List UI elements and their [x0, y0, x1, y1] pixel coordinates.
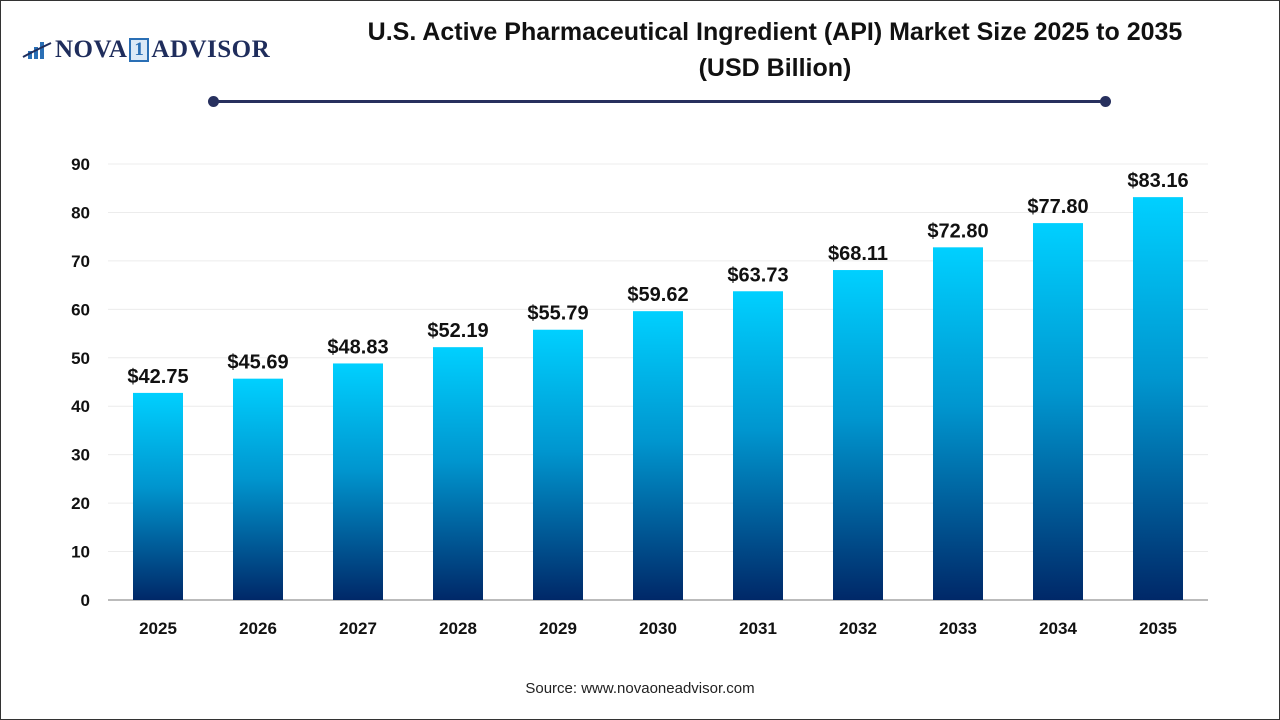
chart-title-line2: (USD Billion): [698, 54, 852, 82]
data-label-2028: $52.19: [427, 320, 488, 342]
data-label-2031: $63.73: [727, 264, 788, 286]
title-rule-dot-right: [1100, 96, 1111, 107]
x-tick-label: 2028: [439, 619, 477, 638]
x-tick-label: 2034: [1039, 619, 1077, 638]
x-tick-label: 2032: [839, 619, 877, 638]
data-label-2034: $77.80: [1027, 196, 1088, 218]
bar-2033: [933, 247, 983, 600]
bar-2029: [533, 329, 583, 600]
data-label-2027: $48.83: [327, 336, 388, 358]
chart-title: U.S. Active Pharmaceutical Ingredient (A…: [270, 14, 1280, 86]
data-label-2025: $42.75: [127, 366, 188, 388]
data-label-2029: $55.79: [527, 303, 588, 325]
data-label-2032: $68.11: [828, 243, 888, 265]
bar-2031: [733, 291, 783, 600]
y-tick-label: 90: [71, 155, 90, 174]
x-tick-label: 2030: [639, 619, 677, 638]
data-label-2033: $72.80: [927, 220, 988, 242]
bar-2027: [333, 363, 383, 600]
y-tick-label: 10: [71, 543, 90, 562]
chart-title-line1: U.S. Active Pharmaceutical Ingredient (A…: [367, 18, 1183, 46]
logo: NOVA 1 ADVISOR: [22, 36, 270, 64]
bar-2034: [1033, 223, 1083, 600]
bar-2030: [633, 311, 683, 600]
x-tick-label: 2026: [239, 619, 277, 638]
title-rule: [213, 100, 1106, 103]
y-tick-label: 20: [71, 494, 90, 513]
x-tick-label: 2033: [939, 619, 977, 638]
source-note: Source: www.novaoneadvisor.com: [525, 680, 755, 697]
bar-2032: [833, 270, 883, 600]
y-tick-label: 60: [71, 300, 90, 319]
y-tick-label: 30: [71, 446, 90, 465]
y-tick-label: 80: [71, 203, 90, 222]
logo-text-right: ADVISOR: [151, 36, 271, 63]
y-tick-label: 0: [81, 591, 90, 610]
bar-2028: [433, 347, 483, 600]
logo-one: 1: [129, 38, 150, 62]
data-label-2030: $59.62: [627, 284, 688, 306]
data-label-2026: $45.69: [227, 352, 288, 374]
logo-text-left: NOVA: [55, 36, 128, 63]
y-tick-label: 50: [71, 349, 90, 368]
x-tick-label: 2025: [139, 619, 177, 638]
x-tick-label: 2031: [739, 619, 777, 638]
x-tick-label: 2027: [339, 619, 377, 638]
data-label-2035: $83.16: [1127, 170, 1188, 192]
bar-2025: [133, 392, 183, 600]
title-rule-dot-left: [208, 96, 219, 107]
y-tick-label: 40: [71, 397, 90, 416]
bar-2026: [233, 378, 283, 600]
y-tick-label: 70: [71, 252, 90, 271]
x-tick-label: 2035: [1139, 619, 1177, 638]
x-tick-label: 2029: [539, 619, 577, 638]
logo-bars-icon: [22, 42, 52, 59]
bar-2035: [1133, 197, 1183, 601]
